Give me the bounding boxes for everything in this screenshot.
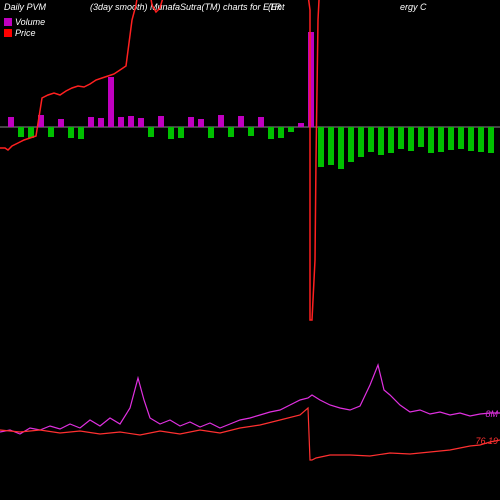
chart-container: Daily PVM (3day smooth) MunafaSutra(TM) … <box>0 0 500 500</box>
chart-svg <box>0 0 500 500</box>
price-end-label: 76.19 <box>475 436 498 446</box>
volume-end-label: 8M <box>485 409 498 419</box>
